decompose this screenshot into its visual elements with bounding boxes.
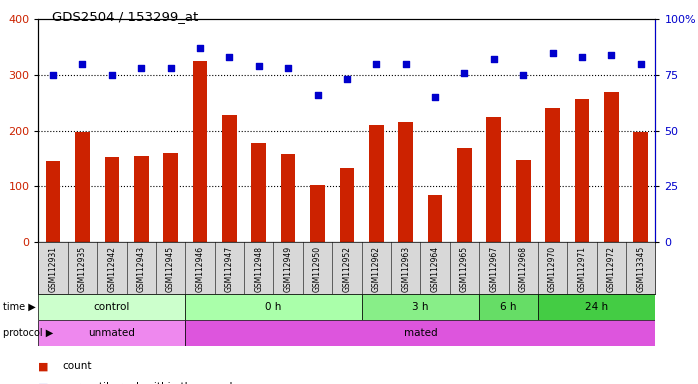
Text: GSM112971: GSM112971 [577,246,586,292]
Text: GSM112945: GSM112945 [166,246,175,292]
Bar [46,161,61,242]
Text: GSM112967: GSM112967 [489,246,498,292]
Bar [251,143,266,242]
Point [400,61,411,67]
Text: GSM112948: GSM112948 [254,246,263,292]
Bar [105,157,119,242]
Bar [222,115,237,242]
Text: time ▶: time ▶ [3,302,36,312]
Point [429,94,440,100]
Bar [516,160,530,242]
Text: GSM112947: GSM112947 [225,246,234,292]
Bar [75,132,90,242]
Bar [604,92,618,242]
Point [283,65,294,71]
Text: count: count [63,361,92,371]
Bar [310,185,325,242]
Bar [487,117,501,242]
Text: GSM112972: GSM112972 [607,246,616,292]
Bar [185,320,655,346]
Bar [38,320,185,346]
Point [47,72,59,78]
Text: ■: ■ [38,361,49,371]
Bar [428,195,443,242]
Point [341,76,352,83]
Bar [193,61,207,242]
Point [488,56,499,62]
Point [371,61,382,67]
Bar [399,122,413,242]
Bar [163,153,178,242]
Text: 3 h: 3 h [412,302,429,312]
Bar [545,108,560,242]
Bar [362,294,479,320]
Text: GSM112968: GSM112968 [519,246,528,292]
Text: GSM112952: GSM112952 [343,246,351,292]
Text: control: control [94,302,130,312]
Point [312,92,323,98]
Bar [633,132,648,242]
Text: unmated: unmated [89,328,135,338]
Point [459,70,470,76]
Text: GSM112970: GSM112970 [548,246,557,292]
Bar [479,294,538,320]
Point [135,65,147,71]
Point [77,61,88,67]
Point [547,50,558,56]
Text: GSM112946: GSM112946 [195,246,205,292]
Text: GSM112965: GSM112965 [460,246,469,292]
Text: GSM112935: GSM112935 [78,246,87,292]
Text: percentile rank within the sample: percentile rank within the sample [63,382,239,384]
Point [577,54,588,60]
Bar [281,154,295,242]
Text: GSM112931: GSM112931 [49,246,57,292]
Point [518,72,529,78]
Bar [134,156,149,242]
Text: GSM112943: GSM112943 [137,246,146,292]
Point [635,61,646,67]
Bar [457,148,472,242]
Text: GDS2504 / 153299_at: GDS2504 / 153299_at [52,10,199,23]
Text: GSM112962: GSM112962 [372,246,381,292]
Point [165,65,176,71]
Text: 24 h: 24 h [585,302,608,312]
Text: ■: ■ [38,382,49,384]
Point [253,63,265,69]
Bar [369,125,384,242]
Point [224,54,235,60]
Text: GSM112949: GSM112949 [283,246,292,292]
Text: protocol ▶: protocol ▶ [3,328,54,338]
Bar [185,294,362,320]
Bar [538,294,655,320]
Bar [574,99,589,242]
Bar [38,294,185,320]
Point [195,45,206,51]
Point [606,52,617,58]
Text: 6 h: 6 h [500,302,517,312]
Text: mated: mated [403,328,437,338]
Point [106,72,117,78]
Text: GSM112964: GSM112964 [431,246,440,292]
Text: GSM112963: GSM112963 [401,246,410,292]
Text: GSM112950: GSM112950 [313,246,322,292]
Bar [339,168,355,242]
Text: GSM113345: GSM113345 [637,246,645,292]
Text: GSM112942: GSM112942 [107,246,117,292]
Text: 0 h: 0 h [265,302,281,312]
